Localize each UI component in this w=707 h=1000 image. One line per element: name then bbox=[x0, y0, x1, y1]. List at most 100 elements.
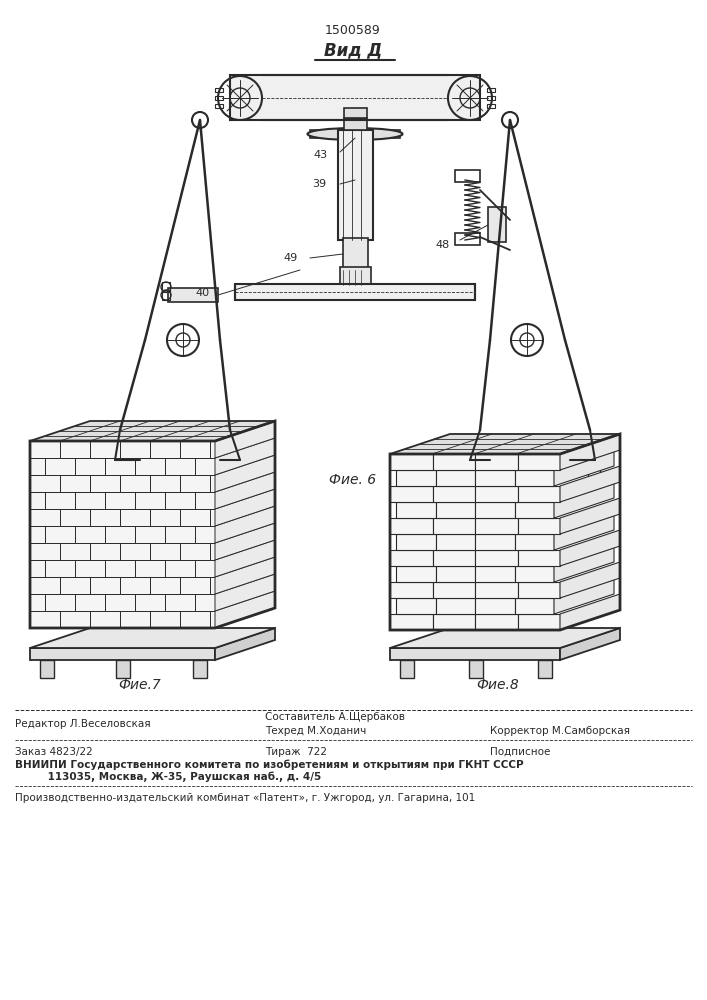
Text: Производственно-издательский комбинат «Патент», г. Ужгород, ул. Гагарина, 101: Производственно-издательский комбинат «П… bbox=[15, 793, 475, 803]
Bar bbox=[45, 526, 75, 543]
Bar bbox=[60, 441, 90, 458]
Bar bbox=[433, 582, 475, 598]
Ellipse shape bbox=[308, 128, 402, 140]
Bar bbox=[30, 594, 45, 611]
Text: 39: 39 bbox=[312, 179, 326, 189]
Bar bbox=[195, 594, 215, 611]
Bar bbox=[210, 475, 215, 492]
Polygon shape bbox=[215, 523, 275, 560]
Bar bbox=[45, 458, 75, 475]
Bar bbox=[195, 526, 215, 543]
Bar bbox=[518, 614, 560, 630]
Polygon shape bbox=[215, 557, 275, 594]
Polygon shape bbox=[560, 434, 620, 470]
Bar bbox=[30, 543, 60, 560]
Bar bbox=[105, 458, 135, 475]
Bar bbox=[588, 468, 600, 478]
Bar bbox=[165, 594, 195, 611]
Text: 49: 49 bbox=[284, 253, 298, 263]
Bar bbox=[433, 550, 475, 566]
Bar bbox=[150, 577, 180, 594]
Bar bbox=[75, 526, 105, 543]
Text: 1500589: 1500589 bbox=[325, 23, 381, 36]
Bar bbox=[150, 475, 180, 492]
Bar bbox=[120, 441, 150, 458]
Bar bbox=[390, 550, 433, 566]
Text: Подписное: Подписное bbox=[490, 747, 550, 757]
Bar bbox=[60, 577, 90, 594]
Text: Редактор Л.Веселовская: Редактор Л.Веселовская bbox=[15, 719, 151, 729]
Bar bbox=[469, 660, 483, 678]
Bar bbox=[75, 492, 105, 509]
Bar bbox=[193, 660, 207, 678]
Bar bbox=[195, 492, 215, 509]
Bar bbox=[215, 96, 223, 100]
Bar bbox=[150, 543, 180, 560]
Polygon shape bbox=[560, 562, 620, 598]
Polygon shape bbox=[215, 472, 275, 509]
Polygon shape bbox=[215, 489, 275, 526]
Polygon shape bbox=[390, 434, 620, 454]
Bar bbox=[400, 660, 414, 678]
Bar bbox=[30, 441, 60, 458]
Bar bbox=[390, 648, 560, 660]
Bar bbox=[475, 598, 515, 614]
Polygon shape bbox=[215, 455, 275, 492]
Bar bbox=[165, 458, 195, 475]
Bar bbox=[120, 543, 150, 560]
Bar bbox=[30, 560, 45, 577]
Bar bbox=[338, 130, 373, 240]
Bar bbox=[475, 470, 515, 486]
Bar bbox=[195, 560, 215, 577]
Bar bbox=[90, 611, 120, 628]
Bar bbox=[436, 502, 475, 518]
Bar bbox=[215, 104, 223, 108]
Bar bbox=[475, 582, 518, 598]
Bar bbox=[60, 509, 90, 526]
Bar bbox=[343, 238, 368, 270]
Bar bbox=[390, 518, 433, 534]
Polygon shape bbox=[554, 578, 614, 614]
Bar bbox=[150, 509, 180, 526]
Bar bbox=[433, 518, 475, 534]
Bar bbox=[390, 454, 433, 470]
Bar bbox=[515, 470, 554, 486]
Bar bbox=[30, 611, 60, 628]
Bar bbox=[180, 441, 210, 458]
Bar bbox=[455, 170, 480, 182]
Text: 43: 43 bbox=[314, 150, 328, 160]
Bar bbox=[90, 509, 120, 526]
Bar bbox=[107, 455, 119, 465]
Text: ВНИИПИ Государственного комитета по изобретениям и открытиям при ГКНТ СССР: ВНИИПИ Государственного комитета по изоб… bbox=[15, 760, 524, 770]
Bar bbox=[396, 566, 436, 582]
Polygon shape bbox=[30, 421, 275, 441]
Bar bbox=[105, 560, 135, 577]
Bar bbox=[433, 454, 475, 470]
Bar bbox=[162, 282, 170, 292]
Bar bbox=[340, 267, 371, 285]
Bar bbox=[487, 88, 495, 92]
Bar bbox=[475, 534, 515, 550]
Bar bbox=[45, 560, 75, 577]
Bar bbox=[195, 458, 215, 475]
Bar bbox=[210, 441, 215, 458]
Polygon shape bbox=[215, 540, 275, 577]
Bar bbox=[436, 566, 475, 582]
Polygon shape bbox=[560, 628, 620, 660]
Text: Техред М.Ходанич: Техред М.Ходанич bbox=[265, 726, 366, 736]
Bar bbox=[105, 526, 135, 543]
Bar bbox=[30, 492, 45, 509]
Polygon shape bbox=[30, 628, 275, 648]
Bar bbox=[235, 284, 475, 300]
Bar bbox=[475, 502, 515, 518]
Polygon shape bbox=[215, 628, 275, 660]
Bar bbox=[105, 492, 135, 509]
Bar bbox=[538, 660, 552, 678]
Polygon shape bbox=[310, 130, 400, 138]
Bar bbox=[475, 518, 518, 534]
Polygon shape bbox=[554, 450, 614, 486]
Bar bbox=[180, 577, 210, 594]
Bar bbox=[515, 502, 554, 518]
Bar bbox=[45, 594, 75, 611]
Bar bbox=[75, 458, 105, 475]
